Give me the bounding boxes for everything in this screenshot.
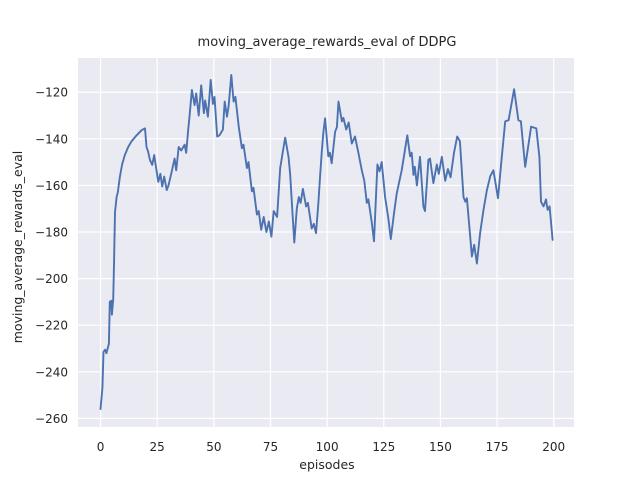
y-tick-label: −200 [35,272,68,286]
x-tick-label: 125 [372,440,395,454]
data-line [99,74,554,411]
y-tick-label: −260 [35,412,68,426]
y-tick-label: −160 [35,179,68,193]
y-axis-label: moving_average_rewards_eval [10,151,25,344]
x-tick-label: 75 [263,440,278,454]
x-tick-label: 0 [97,440,105,454]
y-tick-label: −180 [35,226,68,240]
x-tick-label: 175 [486,440,509,454]
y-tick-label: −140 [35,132,68,146]
y-tick-label: −240 [35,365,68,379]
y-tick-label: −220 [35,319,68,333]
x-axis-label: episodes [299,457,354,472]
x-tick-label: 100 [316,440,339,454]
y-tick-label: −120 [35,86,68,100]
x-tick-label: 50 [206,440,221,454]
chart-title: moving_average_rewards_eval of DDPG [198,35,457,50]
x-tick-label: 25 [150,440,165,454]
x-tick-label: 200 [542,440,565,454]
x-tick-label: 150 [429,440,452,454]
